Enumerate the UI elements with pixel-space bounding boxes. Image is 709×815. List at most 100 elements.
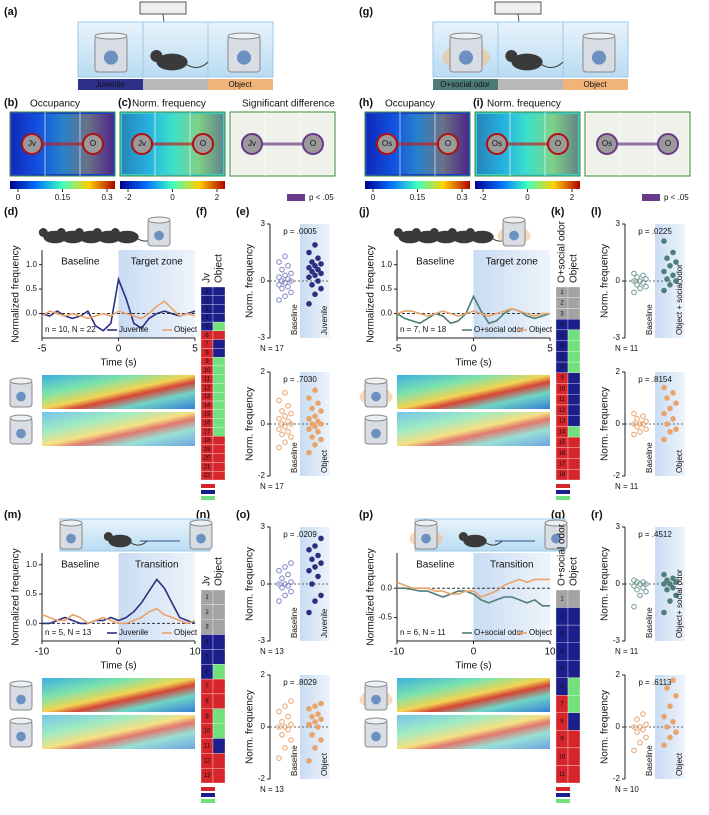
zone-bar bbox=[208, 79, 273, 90]
colorbar bbox=[365, 181, 470, 189]
data-point bbox=[282, 724, 288, 730]
recorder bbox=[494, 1, 542, 15]
data-point bbox=[643, 426, 649, 433]
strip-cell bbox=[567, 404, 581, 416]
sample-note: n = 5, N = 13 bbox=[45, 628, 92, 637]
sample-note: N = 13 bbox=[260, 647, 284, 656]
map-label: Os bbox=[602, 139, 612, 148]
data-point bbox=[309, 581, 315, 587]
mouse-tail bbox=[186, 61, 209, 68]
data-point bbox=[282, 253, 288, 260]
row-number: 3 bbox=[205, 625, 209, 631]
map-cylinder bbox=[302, 133, 324, 155]
panel-label: (q) bbox=[551, 509, 565, 521]
data-point bbox=[670, 272, 676, 279]
data-point bbox=[643, 276, 649, 282]
y-tick-label: 0.0 bbox=[26, 619, 38, 628]
legend-swatch bbox=[201, 787, 215, 791]
heatmap bbox=[397, 412, 550, 446]
map-title: Occupancy bbox=[30, 99, 80, 110]
data-point bbox=[664, 577, 670, 584]
cylinder-dot bbox=[421, 533, 431, 544]
strip-cell bbox=[212, 339, 226, 349]
strip-cell bbox=[212, 723, 226, 739]
data-point bbox=[661, 238, 667, 244]
data-point bbox=[631, 724, 637, 730]
data-point bbox=[643, 418, 649, 425]
data-point bbox=[661, 609, 667, 616]
map-cylinder bbox=[376, 133, 398, 155]
mouse-head bbox=[447, 228, 457, 237]
row-number: 4 bbox=[560, 322, 564, 328]
strip-title: Jv bbox=[202, 576, 213, 586]
y-tick-label: -2 bbox=[258, 774, 266, 783]
sig-label: p < .05 bbox=[309, 193, 334, 202]
data-point bbox=[631, 604, 637, 610]
data-point bbox=[276, 416, 282, 422]
p-value: p = .8154 bbox=[638, 375, 672, 384]
sample-note: n = 6, N = 11 bbox=[400, 628, 446, 637]
data-point bbox=[312, 413, 318, 420]
y-tick-label: -3 bbox=[613, 333, 621, 342]
data-point bbox=[318, 261, 324, 267]
data-point bbox=[285, 403, 291, 409]
data-point bbox=[279, 732, 285, 738]
row-number: 20 bbox=[204, 456, 211, 462]
strip-cell bbox=[567, 415, 581, 427]
data-point bbox=[282, 564, 288, 570]
colorbar bbox=[10, 181, 115, 189]
target-zone bbox=[118, 553, 195, 641]
data-point bbox=[306, 249, 312, 256]
panel-label: (i) bbox=[473, 97, 484, 109]
zone-label: Object bbox=[583, 80, 607, 89]
data-point bbox=[631, 289, 637, 296]
zone-bar bbox=[78, 79, 143, 90]
row-number: 16 bbox=[204, 421, 211, 427]
row-number: 18 bbox=[204, 438, 211, 444]
data-point bbox=[282, 581, 288, 587]
strip-title: O+social odor bbox=[557, 523, 568, 586]
row-number: 21 bbox=[204, 464, 211, 470]
y-axis-label: Norm. frequency bbox=[245, 387, 256, 461]
y-tick-label: -0.5 bbox=[378, 613, 392, 622]
data-point bbox=[309, 268, 315, 275]
series-line bbox=[41, 300, 196, 320]
colorbar bbox=[475, 181, 580, 189]
map-cylinder bbox=[486, 133, 508, 155]
strip-cell bbox=[567, 297, 581, 309]
data-point bbox=[276, 724, 282, 730]
legend-swatch bbox=[201, 799, 215, 803]
map-label: O bbox=[90, 139, 96, 148]
strip-title: O+social odor bbox=[557, 220, 568, 283]
strip-cell bbox=[567, 383, 581, 395]
cylinder-dot bbox=[236, 50, 252, 65]
y-axis-label: Normalized frequency bbox=[11, 548, 22, 645]
strip-cell bbox=[212, 365, 226, 375]
p-value: p = .4512 bbox=[638, 530, 672, 539]
data-point bbox=[667, 734, 673, 741]
data-point bbox=[664, 685, 670, 691]
row-number: 14 bbox=[204, 403, 211, 409]
data-point bbox=[315, 278, 321, 284]
data-point bbox=[276, 397, 282, 404]
legend-label: Object bbox=[529, 628, 553, 637]
category-label: Baseline bbox=[645, 745, 654, 776]
data-point bbox=[282, 413, 288, 420]
data-point bbox=[285, 429, 291, 435]
strip-cell bbox=[567, 426, 581, 438]
map-cylinder bbox=[21, 133, 43, 155]
row-number: 13 bbox=[559, 419, 566, 425]
y-tick-label: -2 bbox=[258, 471, 266, 480]
category-label: Juvenile bbox=[320, 608, 329, 638]
y-tick-label: 0 bbox=[261, 579, 266, 588]
zone-label: Baseline bbox=[61, 257, 100, 268]
data-point bbox=[667, 405, 673, 412]
data-point bbox=[661, 410, 667, 417]
data-point bbox=[640, 272, 646, 279]
row-number: 1 bbox=[205, 595, 209, 601]
data-point bbox=[318, 436, 324, 443]
data-point bbox=[640, 726, 646, 733]
cylinder-top bbox=[364, 414, 388, 422]
cylinder-dot bbox=[591, 50, 607, 65]
row-number: 8 bbox=[560, 365, 564, 371]
